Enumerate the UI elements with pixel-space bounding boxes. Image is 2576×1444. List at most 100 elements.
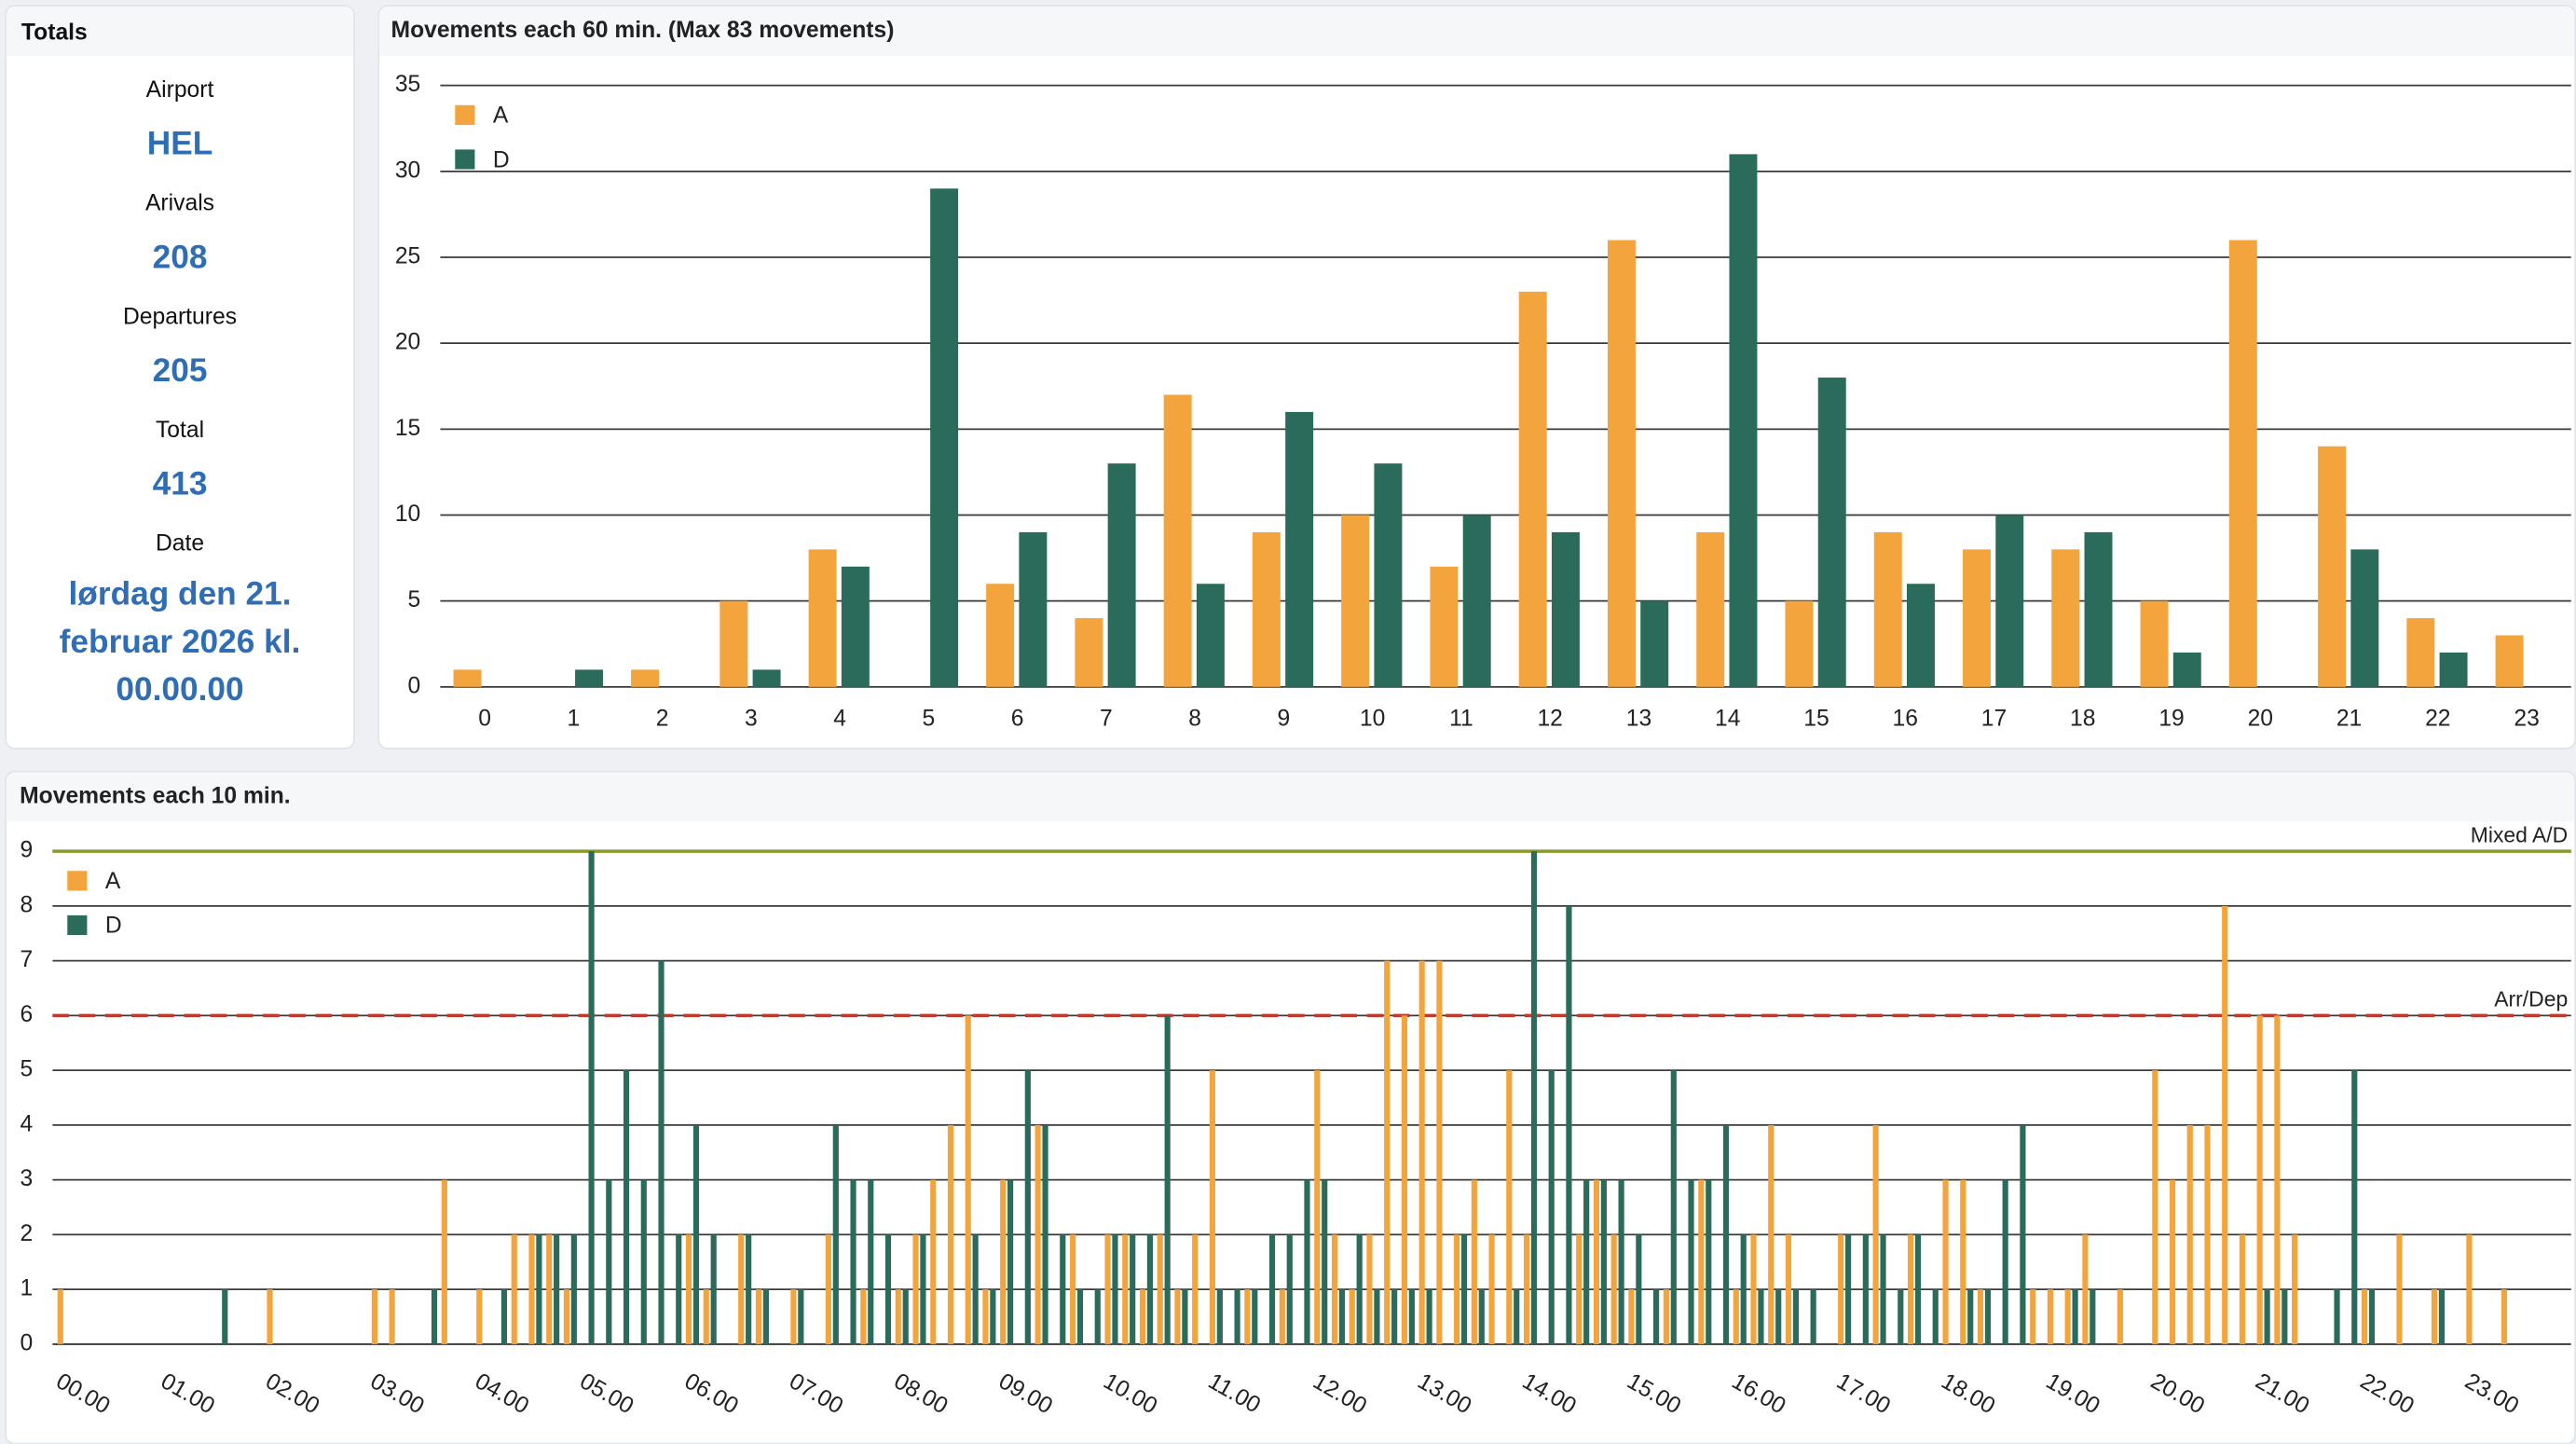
x-tick-label: 11.00: [1204, 1368, 1265, 1418]
y-tick-label: 6: [21, 1002, 34, 1027]
bar: [1607, 240, 1636, 687]
bar: [912, 1234, 919, 1344]
bar: [1069, 1234, 1076, 1344]
bar: [2351, 1070, 2358, 1344]
x-tick-label: 08.00: [889, 1368, 952, 1419]
x-tick-label: 19.00: [2042, 1368, 2104, 1419]
bar: [588, 851, 595, 1344]
bar: [1107, 463, 1136, 687]
bar: [1792, 1289, 1800, 1344]
bar: [2222, 905, 2228, 1344]
total-label: Total: [155, 415, 205, 443]
bar: [1182, 1289, 1188, 1344]
bar: [575, 669, 604, 687]
bar: [1157, 1234, 1163, 1344]
y-tick-label: 2: [21, 1221, 34, 1246]
bar: [1112, 1234, 1118, 1344]
legend-swatch: [455, 149, 475, 170]
bar: [1314, 1070, 1321, 1344]
bar: [738, 1234, 745, 1344]
bar: [1322, 1179, 1328, 1344]
bar: [2439, 652, 2468, 687]
bar: [1960, 1179, 1966, 1344]
bar: [57, 1289, 63, 1344]
y-tick-label: 3: [21, 1166, 34, 1191]
bar: [2204, 1124, 2211, 1344]
y-tick-label: 25: [395, 244, 420, 269]
x-tick-label: 16: [1893, 707, 1918, 732]
bar: [1506, 1070, 1513, 1344]
bar: [2239, 1234, 2246, 1344]
bar: [2140, 600, 2169, 687]
y-tick-label: 35: [395, 72, 420, 97]
bar: [1349, 1289, 1355, 1344]
bar: [808, 549, 837, 687]
bar: [1600, 1179, 1607, 1344]
bar: [2051, 549, 2080, 687]
bar: [2020, 1124, 2026, 1344]
totals-panel: Totals Airport HEL Arivals 208 Departures 205…: [5, 5, 355, 750]
bar: [1418, 960, 1425, 1344]
bar: [1174, 1289, 1181, 1344]
bar: [267, 1289, 273, 1344]
bar: [902, 1289, 909, 1344]
bar: [841, 566, 870, 687]
bar: [623, 1070, 630, 1344]
bar: [1024, 1070, 1031, 1344]
bar: [1304, 1179, 1310, 1344]
x-tick-label: 1: [567, 707, 580, 732]
bar: [1094, 1289, 1101, 1344]
x-tick-label: 17.00: [1832, 1368, 1895, 1419]
bar: [1234, 1289, 1240, 1344]
bar: [1518, 291, 1547, 687]
bar: [1196, 584, 1225, 687]
bar: [2368, 1289, 2376, 1344]
bar: [2501, 1289, 2507, 1344]
bar: [1252, 531, 1281, 687]
bar: [371, 1289, 377, 1344]
bar: [1209, 1070, 1216, 1344]
bar: [1163, 394, 1192, 687]
bar: [546, 1234, 553, 1344]
bar: [528, 1234, 535, 1344]
bar: [1035, 1124, 1041, 1344]
y-tick-label: 4: [21, 1111, 34, 1136]
bar: [1244, 1289, 1251, 1344]
bar: [746, 1234, 752, 1344]
bar: [658, 960, 665, 1344]
x-tick-label: 9: [1278, 707, 1291, 732]
totals-list: Airport HEL Arivals 208 Departures 205 Total 41…: [7, 76, 353, 715]
bar: [1391, 1289, 1398, 1344]
x-tick-label: 12: [1537, 707, 1562, 732]
y-tick-label: 15: [395, 416, 420, 441]
bar: [2466, 1234, 2473, 1344]
bar: [1576, 1234, 1583, 1344]
y-tick-label: 8: [21, 892, 34, 917]
bar: [1583, 1179, 1590, 1344]
x-tick-label: 18: [2070, 707, 2095, 732]
total-label: Date: [155, 529, 205, 556]
x-tick-label: 06.00: [680, 1368, 743, 1419]
bar: [1817, 378, 1846, 687]
bar: [1430, 566, 1459, 687]
bar: [2186, 1124, 2193, 1344]
y-tick-label: 5: [21, 1057, 34, 1082]
x-tick-label: 09.00: [994, 1368, 1057, 1419]
x-tick-label: 20: [2248, 707, 2273, 732]
bar: [1722, 1124, 1730, 1344]
bar: [2072, 1289, 2078, 1344]
bar: [2396, 1234, 2403, 1344]
bar: [536, 1234, 542, 1344]
bar: [798, 1289, 804, 1344]
bar: [1733, 1289, 1739, 1344]
bar: [825, 1234, 831, 1344]
bar: [640, 1179, 647, 1344]
total-value: 205: [152, 352, 208, 390]
bar: [631, 669, 660, 687]
bar: [676, 1234, 682, 1344]
y-tick-label: 0: [21, 1330, 34, 1355]
bar: [389, 1289, 395, 1344]
bar: [1007, 1179, 1014, 1344]
bar: [1356, 1234, 1363, 1344]
bar: [2281, 1289, 2288, 1344]
